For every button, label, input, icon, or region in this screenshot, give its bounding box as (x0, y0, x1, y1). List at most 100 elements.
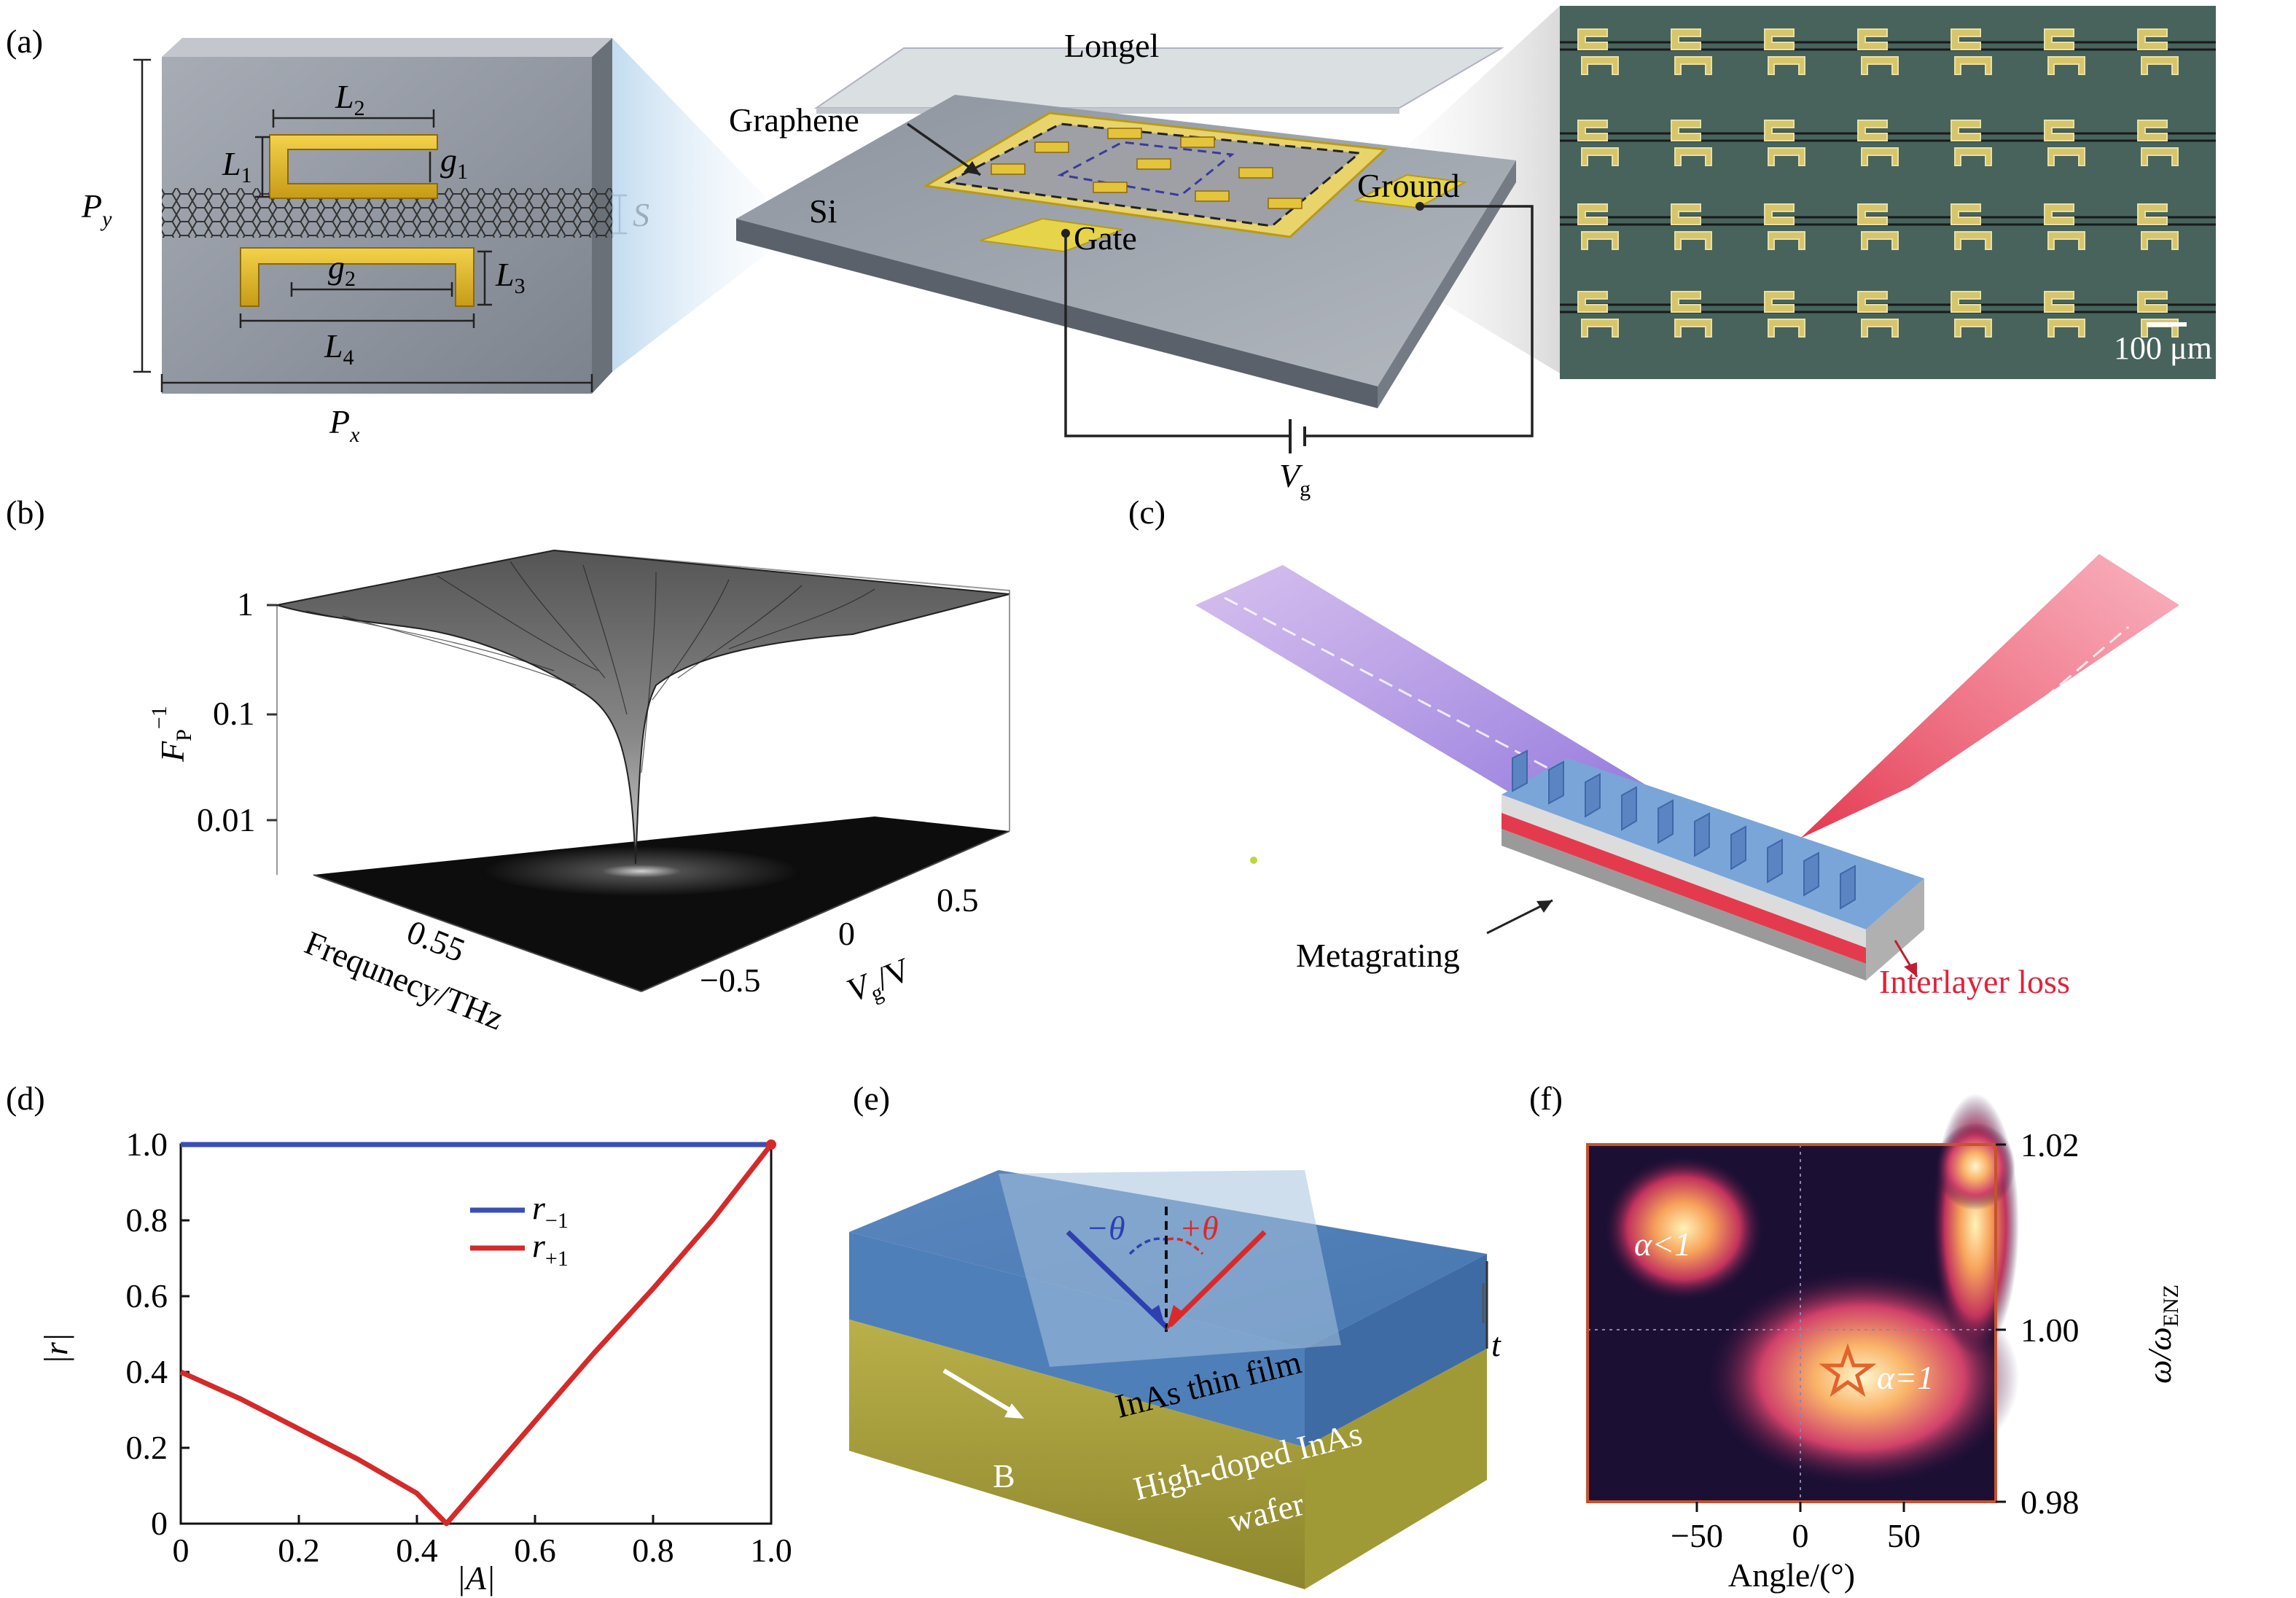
micrograph-resonator (1671, 203, 1701, 225)
device-diagram (736, 47, 1534, 453)
annotation-alpha-lt-1: α<1 (1634, 1225, 1691, 1263)
micrograph-resonator (1581, 147, 1619, 166)
d-series-line-1 (179, 1142, 773, 1527)
label-Px: Px (329, 403, 360, 447)
z-tick-0.01: 0.01 (197, 801, 256, 838)
inas-diagram (849, 1170, 1488, 1589)
micrograph-resonator (1857, 120, 1888, 141)
label-t: t (1491, 1326, 1502, 1363)
micrograph-resonator (1951, 291, 1981, 313)
micrograph-resonator (2141, 147, 2179, 166)
micrograph-resonator (1951, 120, 1981, 141)
micrograph-resonator (2137, 203, 2168, 225)
label-Py: Py (81, 187, 112, 231)
d-ytick-label: 0 (151, 1505, 168, 1542)
label-L3: L3 (495, 256, 526, 298)
micrograph-resonator (2137, 120, 2168, 141)
micrograph-resonator (1951, 203, 1981, 225)
f-xlabel: Angle/(°) (1728, 1556, 1855, 1594)
micrograph-resonator (1764, 291, 1795, 313)
d-ytick-label: 1.0 (126, 1126, 168, 1163)
micrograph-resonator (2044, 28, 2074, 50)
d-xtick-label: 0.4 (396, 1532, 438, 1569)
legend-r-minus1: r−1 (532, 1189, 569, 1233)
micrograph-resonator (2141, 56, 2179, 75)
annotation-alpha-eq-1: α=1 (1877, 1359, 1934, 1396)
f-ytick-top: 1.02 (2020, 1126, 2080, 1164)
micrograph-resonator (1674, 56, 1712, 75)
label-interlayer-loss: Interlayer loss (1879, 963, 2070, 1000)
panel-label-a: (a) (6, 23, 43, 60)
heatmap-f (1586, 1094, 2019, 1512)
v-tick-neg: −0.5 (700, 962, 760, 999)
micrograph-resonator (1671, 28, 1701, 50)
d-endpoint-marker (766, 1139, 776, 1150)
micrograph-resonator (1764, 203, 1795, 225)
d-ytick-label: 0.6 (126, 1277, 168, 1314)
unit-cell-diagram (133, 38, 627, 394)
micrograph-resonator (1954, 319, 1992, 338)
label-vg: Vg (1279, 457, 1311, 501)
d-ytick-label: 0.8 (126, 1201, 168, 1239)
micrograph-resonator (1861, 319, 1899, 338)
micrograph-resonator (2047, 147, 2085, 166)
micrograph-resonator (1954, 231, 1992, 250)
micrograph-resonator (1674, 147, 1712, 166)
d-xtick-label: 0.6 (514, 1532, 556, 1569)
label-L1: L1 (222, 145, 252, 187)
metagrating-diagram (1195, 554, 2179, 981)
micrograph-resonator (1674, 319, 1712, 338)
label-ground: Ground (1357, 167, 1460, 204)
micrograph-resonator (1861, 56, 1899, 75)
micrograph-resonator (2137, 28, 2168, 50)
legend-r-plus1: r+1 (532, 1227, 569, 1271)
micrograph-resonator (1577, 291, 1608, 313)
f-ylabel: ω/ωENZ (2141, 1285, 2183, 1384)
micrograph-resonator (1577, 28, 1608, 50)
label-metagrating: Metagrating (1296, 937, 1460, 974)
micrograph-resonator (1768, 231, 1805, 250)
label-si: Si (809, 192, 837, 230)
projection-cone-left (612, 38, 765, 372)
line-chart-d: 0 0.2 0.4 0.6 0.8 1.0 0 0.2 0.4 0.6 0.8 1.0 (126, 1126, 792, 1569)
panel-label-b: (b) (6, 494, 45, 531)
micrograph-resonator (1951, 28, 1981, 50)
micrograph-resonator (2141, 231, 2179, 250)
f-xtick-neg50: −50 (1671, 1517, 1723, 1554)
micrograph-resonator (1857, 203, 1888, 225)
micrograph-resonator (1671, 120, 1701, 141)
z-tick-0.1: 0.1 (213, 695, 255, 732)
d-ylabel: |r| (37, 1333, 74, 1364)
micrograph-resonator (1768, 56, 1805, 75)
micrograph-resonator (1857, 28, 1888, 50)
micrograph-resonator (1577, 120, 1608, 141)
micrograph-resonator (2047, 231, 2085, 250)
micrograph-resonator (1764, 120, 1795, 141)
micrograph-resonator (2044, 203, 2074, 225)
panel-label-c: (c) (1128, 494, 1165, 531)
z-axis-label: FP−1 (147, 706, 196, 763)
micrograph-resonator (2047, 319, 2085, 338)
micrograph-resonator (1581, 231, 1619, 250)
micrograph-resonator (1857, 291, 1888, 313)
micrograph-resonator (2044, 120, 2074, 141)
micrograph-resonator (1764, 28, 1795, 50)
micrograph-resonator (1674, 231, 1712, 250)
micrograph-resonator (1954, 147, 1992, 166)
label-plus-theta: +θ (1179, 1209, 1219, 1247)
micrograph-resonator (1861, 147, 1899, 166)
micrograph-resonator (2137, 291, 2168, 313)
f-xtick-0: 0 (1792, 1517, 1809, 1554)
panel-label-f: (f) (1529, 1080, 1563, 1117)
micrograph-resonator (1768, 147, 1805, 166)
micrograph-resonator (1671, 291, 1701, 313)
z-tick-1: 1 (237, 585, 254, 623)
micrograph-resonator (1581, 56, 1619, 75)
micrograph (1560, 6, 2216, 379)
d-xlabel: |A| (456, 1559, 495, 1597)
d-ytick-label: 0.4 (126, 1353, 168, 1390)
v-axis-label: Vg/V (842, 951, 918, 1014)
micrograph-resonator (1581, 319, 1619, 338)
d-xtick-label: 0.8 (632, 1532, 674, 1569)
